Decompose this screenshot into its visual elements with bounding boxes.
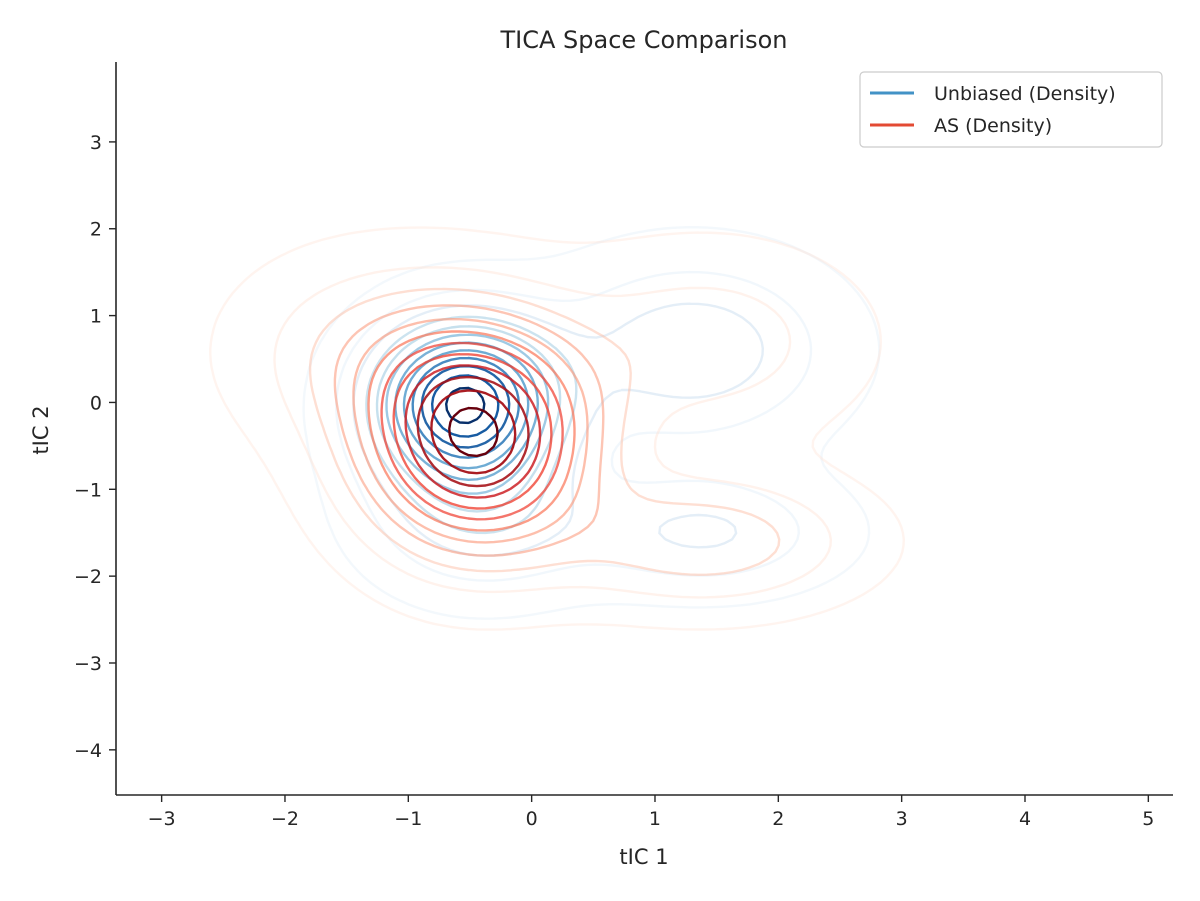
y-tick-label: −2 (74, 566, 102, 588)
y-tick-label: 1 (90, 306, 102, 328)
y-tick-label: −4 (74, 740, 102, 762)
contour-series-1 (209, 226, 905, 631)
x-tick-label: 1 (649, 808, 661, 830)
contour-level (367, 330, 576, 532)
contour-level (352, 317, 589, 544)
contour-level (380, 341, 564, 521)
contour-level (385, 333, 550, 495)
x-axis-label: tIC 1 (619, 845, 668, 869)
y-axis-label: tIC 2 (29, 405, 53, 454)
contour-level (392, 353, 553, 510)
x-tick-label: −1 (394, 808, 422, 830)
contour-level (308, 287, 781, 576)
y-tick-label: 3 (90, 132, 102, 154)
chart-title: TICA Space Comparison (499, 26, 787, 54)
x-tick-label: 3 (896, 808, 908, 830)
legend-label-unbiased: Unbiased (Density) (934, 83, 1116, 105)
x-tick-label: 4 (1019, 808, 1031, 830)
contour-level (333, 304, 605, 557)
contour-level (416, 375, 530, 488)
contour-level (273, 266, 832, 599)
x-tick-label: −3 (148, 808, 176, 830)
x-tick-label: 5 (1142, 808, 1154, 830)
contour-level (302, 226, 881, 620)
density-contours (209, 226, 905, 631)
y-ticks: −4 −3 −2 −1 0 1 2 3 (74, 132, 116, 762)
contour-level (430, 389, 517, 475)
x-tick-label: 0 (526, 808, 538, 830)
x-tick-label: 2 (772, 808, 784, 830)
contour-level (404, 364, 542, 499)
legend-box (859, 71, 1163, 148)
legend-label-as: AS (Density) (934, 115, 1052, 137)
x-ticks: −3 −2 −1 0 1 2 3 4 5 (148, 795, 1154, 830)
x-tick-label: −2 (271, 808, 299, 830)
legend: Unbiased (Density) AS (Density) (859, 71, 1163, 148)
axes (115, 62, 1173, 796)
contour-level (209, 226, 905, 631)
y-tick-label: 2 (90, 219, 102, 241)
y-tick-label: −3 (74, 653, 102, 675)
y-tick-label: −1 (74, 479, 102, 501)
y-tick-label: 0 (90, 392, 102, 414)
contour-level (335, 270, 813, 582)
contour-level (448, 406, 499, 458)
